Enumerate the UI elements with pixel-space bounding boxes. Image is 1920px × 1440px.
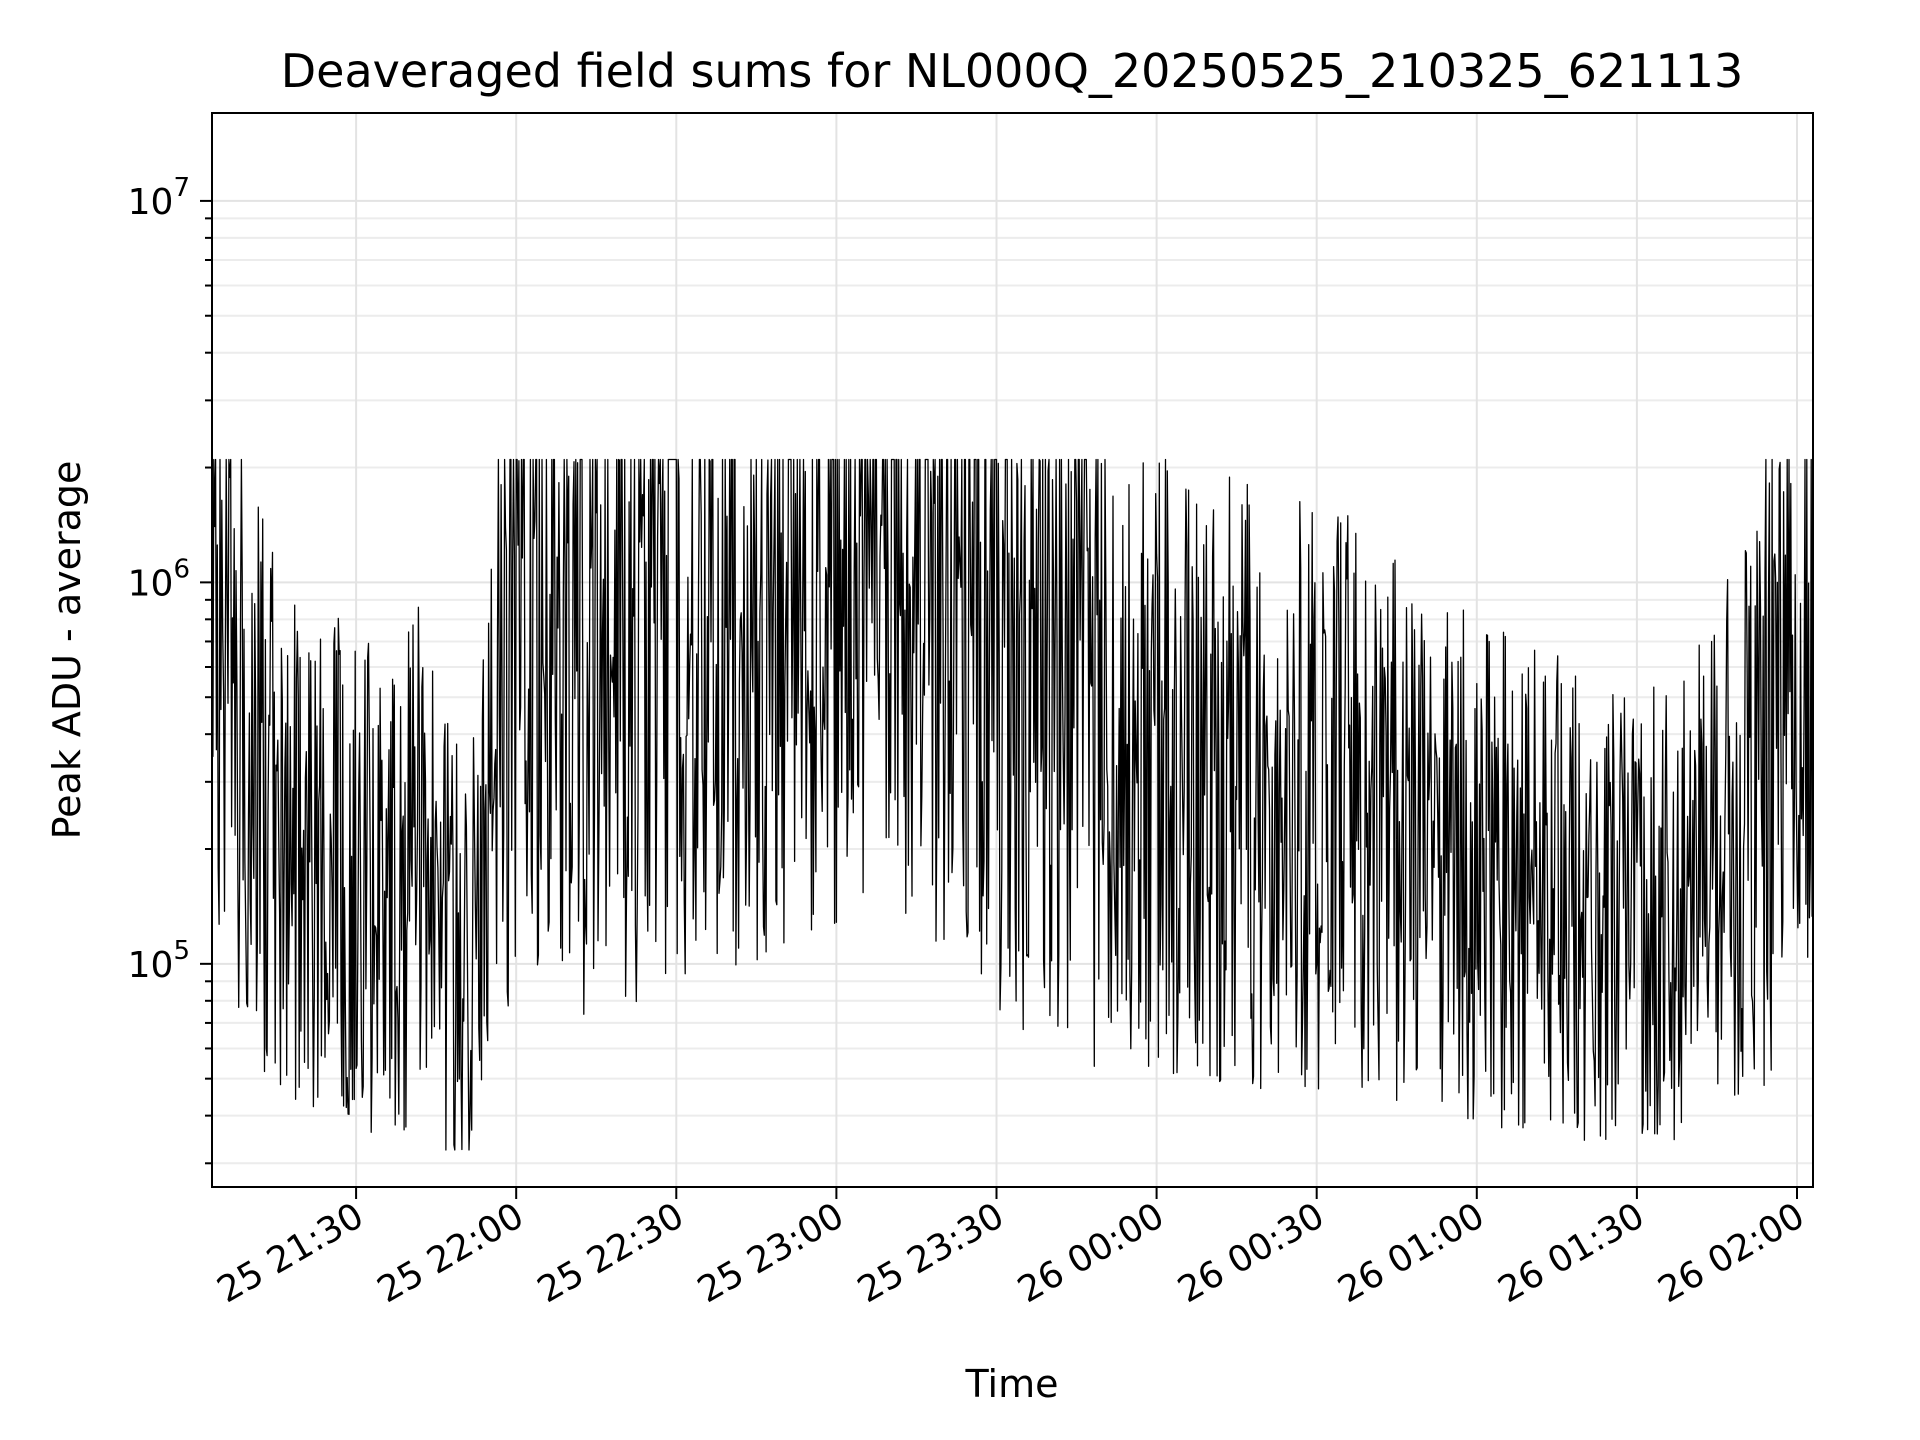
x-tick-label: 26 01:00 [1331, 1195, 1491, 1311]
y-axis-label: Peak ADU - average [45, 461, 89, 840]
axis-ticks [200, 199, 1798, 1199]
plot-frame [211, 112, 1814, 1188]
y-tick-base: 10 [128, 563, 174, 604]
y-tick-label: 107 [128, 173, 190, 223]
x-tick-label: 25 22:00 [371, 1195, 531, 1311]
x-tick-label: 26 02:00 [1652, 1195, 1812, 1311]
y-tick-exponent: 6 [173, 554, 190, 584]
y-tick-label: 105 [128, 936, 190, 986]
x-tick-label: 26 00:30 [1171, 1195, 1331, 1311]
x-tick-label: 26 01:30 [1491, 1195, 1651, 1311]
y-tick-exponent: 5 [173, 936, 190, 966]
x-tick-label: 25 23:30 [851, 1195, 1011, 1311]
y-tick-base: 10 [128, 945, 174, 986]
x-tick-label: 25 21:30 [211, 1195, 371, 1311]
chart-title: Deaveraged field sums for NL000Q_2025052… [281, 44, 1744, 98]
series-line [211, 458, 1814, 1151]
x-axis-label: Time [965, 1362, 1059, 1406]
y-tick-label: 106 [128, 554, 190, 604]
x-tick-label: 25 23:00 [691, 1195, 851, 1311]
y-tick-exponent: 7 [173, 173, 190, 203]
x-tick-label: 26 00:00 [1011, 1195, 1171, 1311]
y-tick-base: 10 [128, 182, 174, 223]
x-tick-label: 25 22:30 [531, 1195, 691, 1311]
